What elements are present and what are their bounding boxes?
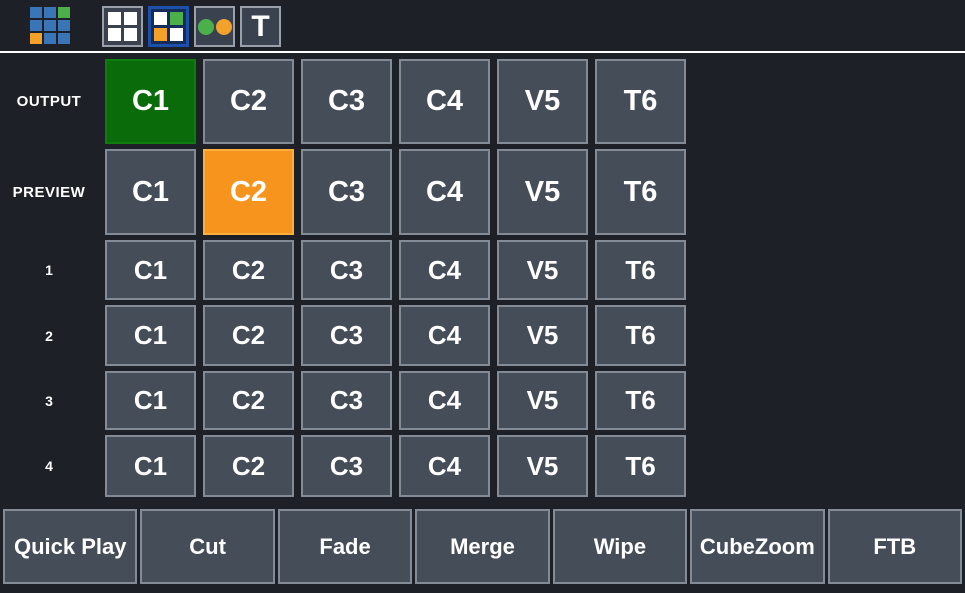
text-tool-button[interactable]: T (240, 6, 281, 47)
row-label-2: 2 (45, 327, 53, 344)
row2-c1-button[interactable]: C1 (105, 305, 196, 366)
merge-button[interactable]: Merge (415, 509, 550, 584)
row-label-preview: PREVIEW (12, 183, 86, 201)
wipe-button[interactable]: Wipe (552, 509, 688, 584)
logo-cell (58, 20, 70, 31)
logo-cell (44, 20, 56, 31)
grid-2x2-color-icon (154, 12, 183, 41)
ftb-button[interactable]: FTB (827, 509, 962, 584)
row-label-output: OUTPUT (16, 93, 82, 110)
row1-c2-button[interactable]: C2 (203, 240, 294, 300)
grid-2x2-white-icon (108, 12, 137, 41)
row2-v5-button[interactable]: V5 (497, 305, 588, 366)
row4-c4-button[interactable]: C4 (399, 435, 490, 497)
row2-t6-button[interactable]: T6 (595, 305, 686, 366)
row1-v5-button[interactable]: V5 (497, 240, 588, 300)
source-matrix: OUTPUT C1 C2 C3 C4 V5 T6 PREVIEW C1 C2 C… (0, 59, 686, 497)
fade-button[interactable]: Fade (277, 509, 413, 584)
row4-c1-button[interactable]: C1 (105, 435, 196, 497)
logo-cell (44, 33, 56, 44)
row4-c2-button[interactable]: C2 (203, 435, 294, 497)
logo-cell (58, 7, 70, 18)
logo-cell (30, 7, 42, 18)
row2-c3-button[interactable]: C3 (301, 305, 392, 366)
row3-t6-button[interactable]: T6 (595, 371, 686, 430)
row4-c3-button[interactable]: C3 (301, 435, 392, 497)
row1-c3-button[interactable]: C3 (301, 240, 392, 300)
logo-cell (30, 20, 42, 31)
layout-mode-grid-button[interactable] (102, 6, 143, 47)
row-label-1: 1 (45, 262, 53, 278)
preview-c4-button[interactable]: C4 (399, 149, 490, 235)
row2-c2-button[interactable]: C2 (203, 305, 294, 366)
app-logo-grid-icon (30, 7, 70, 44)
logo-cell (30, 33, 42, 44)
row2-c4-button[interactable]: C4 (399, 305, 490, 366)
preview-c1-button[interactable]: C1 (105, 149, 196, 235)
preview-t6-button[interactable]: T6 (595, 149, 686, 235)
row3-c1-button[interactable]: C1 (105, 371, 196, 430)
row-label-4: 4 (45, 458, 53, 474)
layout-mode-dots-button[interactable] (194, 6, 235, 47)
toolbar-button-group: T (102, 6, 281, 47)
transition-bar: Quick Play Cut Fade Merge Wipe CubeZoom … (3, 509, 962, 584)
row4-t6-button[interactable]: T6 (595, 435, 686, 497)
output-c4-button[interactable]: C4 (399, 59, 490, 144)
cubezoom-button[interactable]: CubeZoom (690, 509, 825, 584)
two-dots-icon (197, 18, 232, 35)
row3-c2-button[interactable]: C2 (203, 371, 294, 430)
preview-v5-button[interactable]: V5 (497, 149, 588, 235)
row4-v5-button[interactable]: V5 (497, 435, 588, 497)
quick-play-button[interactable]: Quick Play (3, 509, 138, 584)
preview-c3-button[interactable]: C3 (301, 149, 392, 235)
output-t6-button[interactable]: T6 (595, 59, 686, 144)
row1-t6-button[interactable]: T6 (595, 240, 686, 300)
toolbar: T (0, 0, 965, 53)
layout-mode-matrix-button[interactable] (148, 6, 189, 47)
text-tool-icon: T (251, 9, 270, 43)
row-label-3: 3 (45, 392, 53, 409)
cut-button[interactable]: Cut (140, 509, 275, 584)
row1-c1-button[interactable]: C1 (105, 240, 196, 300)
logo-cell (58, 33, 70, 44)
preview-c2-button[interactable]: C2 (203, 149, 294, 235)
row1-c4-button[interactable]: C4 (399, 240, 490, 300)
output-c3-button[interactable]: C3 (301, 59, 392, 144)
row3-c4-button[interactable]: C4 (399, 371, 490, 430)
row3-c3-button[interactable]: C3 (301, 371, 392, 430)
output-c1-button[interactable]: C1 (105, 59, 196, 144)
output-c2-button[interactable]: C2 (203, 59, 294, 144)
row3-v5-button[interactable]: V5 (497, 371, 588, 430)
output-v5-button[interactable]: V5 (497, 59, 588, 144)
logo-cell (44, 7, 56, 18)
